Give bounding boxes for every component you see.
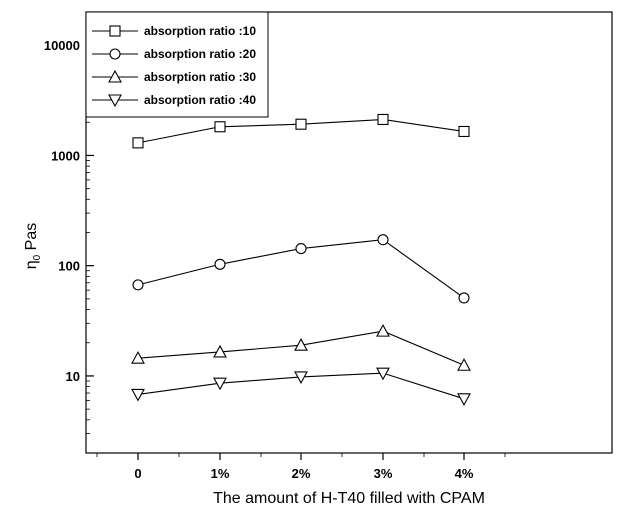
data-point	[376, 367, 390, 381]
data-point	[213, 377, 227, 391]
data-point	[214, 258, 226, 270]
legend-item: absorption ratio :10	[92, 24, 256, 38]
series-3	[131, 323, 471, 371]
data-point	[295, 243, 307, 255]
data-point	[457, 393, 471, 406]
data-point	[131, 350, 145, 364]
y-tick-label: 10	[66, 369, 80, 384]
y-axis-ticks: 10 100 1000 10000	[44, 11, 94, 454]
legend: absorption ratio :10 absorption ratio :20…	[85, 11, 269, 118]
data-point	[377, 113, 389, 126]
data-point	[108, 94, 122, 108]
legend-label: absorption ratio :40	[144, 93, 256, 107]
data-point	[294, 371, 308, 385]
data-point	[457, 358, 471, 371]
series-1	[132, 113, 470, 149]
x-tick-label: 4%	[455, 466, 474, 481]
svg-text:η0 Pas: η0 Pas	[23, 223, 43, 269]
data-point	[294, 338, 308, 351]
series-2	[132, 234, 470, 304]
data-point	[214, 121, 226, 133]
series-4	[131, 367, 471, 406]
data-point	[458, 125, 470, 138]
legend-item: absorption ratio :30	[92, 69, 256, 84]
y-axis-title: η0 Pas	[23, 223, 43, 269]
x-tick-label: 3%	[374, 466, 393, 481]
data-point	[131, 388, 145, 402]
x-tick-label: 1%	[211, 466, 230, 481]
data-point	[132, 137, 144, 149]
data-point	[109, 48, 121, 60]
data-point	[295, 118, 307, 130]
series-layer	[131, 113, 471, 406]
legend-item: absorption ratio :40	[92, 93, 256, 108]
y-axis-title-subscript: 0	[32, 254, 43, 260]
y-tick-label: 1000	[51, 148, 80, 163]
data-point	[376, 323, 390, 337]
x-axis-title: The amount of H-T40 filled with CPAM	[213, 490, 485, 507]
x-tick-label: 2%	[292, 466, 311, 481]
y-axis-title-unit: Pas	[23, 223, 40, 255]
data-point	[108, 69, 122, 83]
legend-label: absorption ratio :30	[144, 70, 256, 84]
legend-label: absorption ratio :20	[144, 47, 256, 61]
x-axis-ticks: 0 1% 2% 3% 4%	[96, 453, 506, 481]
y-axis-title-main: η	[23, 260, 40, 269]
y-tick-label: 100	[58, 259, 80, 274]
data-point	[109, 25, 121, 37]
data-point	[377, 234, 389, 246]
legend-item: absorption ratio :20	[92, 47, 256, 61]
y-tick-label: 10000	[44, 38, 80, 53]
legend-label: absorption ratio :10	[144, 24, 256, 38]
x-tick-label: 0	[134, 466, 141, 481]
data-point	[132, 279, 144, 291]
data-point	[458, 292, 470, 304]
data-point	[213, 344, 227, 358]
